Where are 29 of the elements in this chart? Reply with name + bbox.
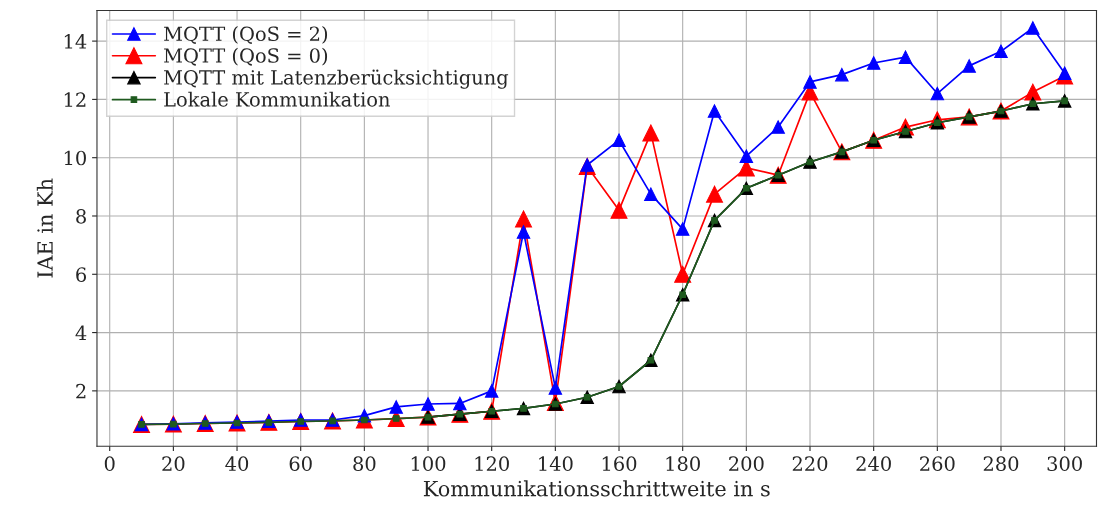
y-tick-label: 2: [76, 383, 86, 399]
legend-label: MQTT (QoS = 2): [164, 26, 328, 44]
y-tick-label: 4: [75, 325, 87, 340]
x-tick-label: 140: [539, 456, 573, 472]
x-tick-label: 280: [983, 456, 1019, 472]
x-tick-label: 60: [289, 456, 312, 472]
legend-label: MQTT (QoS = 0): [164, 47, 328, 66]
x-axis-title: Kommunikationsschrittweite in s: [423, 480, 770, 497]
x-tick-label: 180: [666, 456, 700, 472]
x-tick-label: 220: [792, 456, 828, 472]
y-axis-title: IAE in Kh: [36, 178, 53, 278]
x-tick-label: 300: [1047, 456, 1082, 472]
y-tick-label: 8: [76, 208, 86, 224]
y-tick-label: 6: [76, 267, 87, 282]
x-tick-label: 100: [411, 456, 446, 472]
x-tick-label: 80: [353, 456, 376, 472]
x-tick-label: 20: [162, 456, 185, 472]
x-tick-label: 260: [920, 456, 955, 472]
x-tick-label: 200: [729, 456, 764, 472]
x-tick-label: 0: [104, 456, 115, 472]
x-tick-label: 160: [602, 456, 637, 472]
x-tick-label: 40: [225, 456, 249, 472]
y-tick-label: 10: [64, 150, 86, 166]
x-tick-label: 120: [475, 456, 509, 472]
legend-label: MQTT mit Latenzberücksichtigung: [164, 69, 509, 89]
legend-label: Lokale Kommunikation: [164, 91, 390, 107]
x-tick-label: 240: [856, 456, 891, 472]
y-tick-label: 12: [64, 92, 86, 107]
y-tick-label: 14: [64, 34, 87, 49]
